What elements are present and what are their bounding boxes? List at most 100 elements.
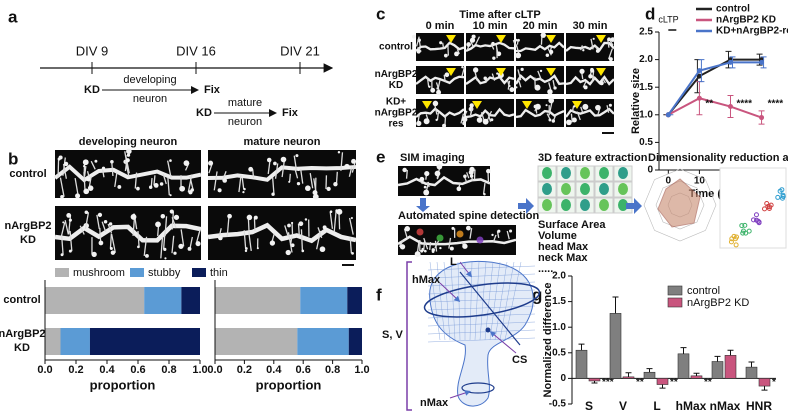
- bar: [609, 313, 622, 379]
- spine: [213, 171, 218, 191]
- spine: [74, 177, 79, 197]
- dendrite-shaft: [415, 75, 465, 85]
- spine: [69, 230, 73, 252]
- radar-ring: [643, 168, 717, 242]
- arrowhead: [596, 35, 606, 43]
- mesh-line: [443, 261, 451, 341]
- spine-head: [483, 193, 486, 196]
- diagram-label: CS: [512, 354, 527, 366]
- spine-head: [545, 104, 548, 107]
- step-end: Fix: [204, 84, 221, 96]
- diagram-label: hMax: [412, 274, 441, 286]
- spine-head: [155, 221, 161, 228]
- spine-head: [160, 214, 166, 219]
- spine: [247, 217, 250, 234]
- spine-head: [66, 212, 72, 218]
- spine: [226, 216, 230, 237]
- spine-3d: [561, 199, 571, 211]
- cluster-point: [746, 228, 752, 234]
- spine-head: [291, 221, 294, 225]
- spine-head: [179, 185, 186, 192]
- spine-head: [295, 154, 299, 158]
- step-bottom: neuron: [133, 93, 167, 105]
- spine-head: [68, 218, 72, 222]
- mesh-line: [479, 261, 487, 341]
- spine-head: [423, 185, 427, 189]
- spine-head: [169, 209, 174, 214]
- spine: [164, 216, 168, 237]
- bar-segment: [89, 328, 200, 355]
- cluster-point: [780, 192, 786, 198]
- mesh-line: [436, 261, 446, 341]
- significance: **: [704, 377, 712, 388]
- x-tick-label: 0.4: [266, 364, 282, 376]
- spine-head: [435, 118, 438, 122]
- spine-head: [333, 182, 338, 187]
- radar-ring: [655, 180, 705, 230]
- spine: [590, 38, 594, 50]
- spine: [340, 152, 344, 171]
- spine: [143, 236, 148, 256]
- point: [696, 73, 702, 79]
- spine: [243, 230, 247, 249]
- spine: [238, 175, 242, 193]
- spine: [62, 163, 68, 179]
- spine: [281, 159, 286, 178]
- spine-head: [148, 185, 153, 189]
- feature-name: Volume: [538, 230, 577, 242]
- spine-head: [273, 161, 277, 166]
- row-label: KD: [20, 234, 36, 246]
- spine: [162, 173, 167, 185]
- spine-head: [297, 167, 301, 171]
- spine-head: [595, 104, 601, 111]
- dendrite: [465, 67, 515, 93]
- mesh-line: [427, 297, 536, 303]
- spine-head: [534, 103, 541, 110]
- spine: [167, 177, 170, 196]
- row-label: nArgBP2: [375, 108, 418, 119]
- cluster-point: [775, 194, 781, 200]
- spine-head: [83, 188, 90, 195]
- spine: [267, 159, 271, 175]
- feature-name: Surface Area: [538, 219, 606, 231]
- legend-label: stubby: [148, 267, 181, 279]
- spine-head: [404, 226, 411, 232]
- panel-label: a: [8, 7, 18, 26]
- spine-head: [217, 188, 222, 193]
- spine: [195, 229, 201, 244]
- spine: [482, 182, 486, 195]
- spine: [153, 175, 156, 186]
- dendrite-shaft: [515, 41, 565, 53]
- spine-head: [420, 249, 424, 253]
- spine: [426, 77, 430, 87]
- spine-head: [548, 97, 555, 104]
- column-title: 10 min: [473, 20, 508, 32]
- spine-head: [60, 253, 64, 257]
- dendrite-shaft: [565, 41, 615, 52]
- spine: [297, 223, 300, 236]
- spine-head: [607, 37, 611, 42]
- panel-title: Time after cLTP: [459, 9, 541, 21]
- spine-head: [301, 249, 305, 253]
- dendrite: [412, 34, 465, 58]
- dendrite-shaft: [397, 175, 491, 187]
- bar-segment: [215, 328, 298, 355]
- spine-3d: [618, 167, 628, 179]
- spine-head: [491, 233, 494, 237]
- spine-head: [579, 68, 585, 74]
- bar: [656, 378, 669, 385]
- spine: [132, 216, 136, 237]
- marker-label: cLTP: [658, 14, 678, 24]
- significance: *: [772, 377, 776, 388]
- spine: [608, 48, 613, 60]
- spine-3d: [542, 167, 552, 179]
- arrowhead: [446, 35, 456, 43]
- spine-head: [456, 186, 462, 192]
- spine: [107, 223, 113, 234]
- spine: [580, 106, 584, 113]
- spine-head: [126, 153, 131, 157]
- spine-head: [271, 192, 275, 196]
- spine-head: [183, 160, 190, 166]
- dendrite: [461, 103, 515, 125]
- spine: [137, 230, 140, 247]
